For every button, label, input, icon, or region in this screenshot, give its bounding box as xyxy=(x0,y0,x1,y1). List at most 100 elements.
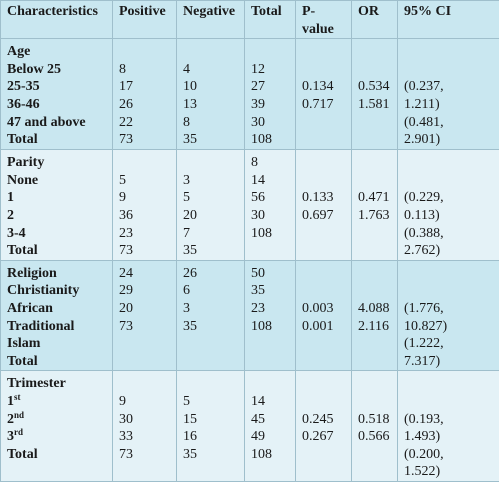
or-cell: 0.534 1.581 xyxy=(352,39,398,150)
header-p-value-line1: P- xyxy=(302,3,346,21)
header-p-value-line2: value xyxy=(302,21,346,39)
positive-cell: 24 29 20 73 xyxy=(113,260,177,371)
row-label: Total xyxy=(7,353,107,371)
group-row-trimester: Trimester 1st 2nd 3rd Total 9 30 33 73 5… xyxy=(1,371,499,482)
total-value: 50 xyxy=(251,265,290,283)
ci-cell: (0.229, 0.113) (0.388, 2.762) xyxy=(398,150,499,261)
negative-value: 35 xyxy=(183,446,239,464)
row-label: Total xyxy=(7,446,107,464)
total-cell: 12 27 39 30 108 xyxy=(245,39,296,150)
ci-value: 1.493) xyxy=(404,428,494,446)
group-row-parity: Parity None 1 2 3-4 Total 5 9 36 23 73 3… xyxy=(1,150,499,261)
row-label-number: 2 xyxy=(7,412,14,427)
ci-value: 7.317) xyxy=(404,353,494,371)
positive-value: 73 xyxy=(119,242,171,260)
p-value: 0.134 xyxy=(302,78,346,96)
total-value: 39 xyxy=(251,96,290,114)
ci-cell: (0.237, 1.211) (0.481, 2.901) xyxy=(398,39,499,150)
group-row-age: Age Below 25 25-35 36-46 47 and above To… xyxy=(1,39,499,150)
negative-value: 20 xyxy=(183,207,239,225)
row-label-number: 1 xyxy=(7,394,14,409)
negative-cell: 5 15 16 35 xyxy=(177,371,245,482)
ci-value: 10.827) xyxy=(404,318,494,336)
p-value-cell: 0.134 0.717 xyxy=(296,39,352,150)
group-title: Parity xyxy=(7,154,107,172)
row-label-number: 3 xyxy=(7,429,14,444)
negative-value: 7 xyxy=(183,225,239,243)
ci-value: (0.200, xyxy=(404,446,494,464)
positive-cell: 9 30 33 73 xyxy=(113,371,177,482)
or-value: 1.763 xyxy=(358,207,392,225)
row-label: 3rd xyxy=(7,428,107,446)
ci-value: (0.237, xyxy=(404,78,494,96)
p-value: 0.003 xyxy=(302,300,346,318)
ci-cell: (0.193, 1.493) (0.200, 1.522) xyxy=(398,371,499,482)
group-title: Trimester xyxy=(7,375,107,393)
ci-cell: (1.776, 10.827) (1.222, 7.317) xyxy=(398,260,499,371)
characteristics-cell: Trimester 1st 2nd 3rd Total xyxy=(1,371,113,482)
p-value: 0.001 xyxy=(302,318,346,336)
positive-value: 5 xyxy=(119,172,171,190)
positive-value: 73 xyxy=(119,131,171,149)
ci-value: (0.229, xyxy=(404,189,494,207)
row-label: 2 xyxy=(7,207,107,225)
total-value: 49 xyxy=(251,428,290,446)
header-ci: 95% CI xyxy=(398,1,499,39)
ci-value: (0.481, xyxy=(404,114,494,132)
or-cell: 4.088 2.116 xyxy=(352,260,398,371)
negative-value: 13 xyxy=(183,96,239,114)
negative-cell: 26 6 3 35 xyxy=(177,260,245,371)
total-cell: 8 14 56 30 108 xyxy=(245,150,296,261)
total-value: 8 xyxy=(251,154,290,172)
total-value: 14 xyxy=(251,393,290,411)
positive-value: 73 xyxy=(119,446,171,464)
positive-cell: 5 9 36 23 73 xyxy=(113,150,177,261)
or-value: 0.471 xyxy=(358,189,392,207)
total-value: 108 xyxy=(251,131,290,149)
or-cell: 0.518 0.566 xyxy=(352,371,398,482)
row-label: Below 25 xyxy=(7,61,107,79)
positive-value: 36 xyxy=(119,207,171,225)
characteristics-cell: Age Below 25 25-35 36-46 47 and above To… xyxy=(1,39,113,150)
group-title: Religion xyxy=(7,265,107,283)
header-or: OR xyxy=(352,1,398,39)
row-label: 47 and above xyxy=(7,114,107,132)
total-value: 108 xyxy=(251,318,290,336)
row-label: Islam xyxy=(7,335,107,353)
positive-value: 9 xyxy=(119,393,171,411)
row-label: None xyxy=(7,172,107,190)
p-value: 0.267 xyxy=(302,428,346,446)
or-value: 1.581 xyxy=(358,96,392,114)
p-value-cell: 0.133 0.697 xyxy=(296,150,352,261)
or-value: 0.518 xyxy=(358,411,392,429)
ci-value: 2.762) xyxy=(404,242,494,260)
ci-value: 0.113) xyxy=(404,207,494,225)
total-value: 14 xyxy=(251,172,290,190)
row-label: African xyxy=(7,300,107,318)
ci-value: (1.776, xyxy=(404,300,494,318)
negative-cell: 4 10 13 8 35 xyxy=(177,39,245,150)
total-value: 30 xyxy=(251,207,290,225)
header-negative: Negative xyxy=(177,1,245,39)
row-label: 25-35 xyxy=(7,78,107,96)
p-value: 0.245 xyxy=(302,411,346,429)
or-value: 0.566 xyxy=(358,428,392,446)
positive-value: 20 xyxy=(119,300,171,318)
p-value: 0.133 xyxy=(302,189,346,207)
or-value: 4.088 xyxy=(358,300,392,318)
row-label-ordinal: nd xyxy=(14,410,24,420)
positive-value: 24 xyxy=(119,265,171,283)
group-title: Age xyxy=(7,43,107,61)
total-value: 56 xyxy=(251,189,290,207)
total-value: 23 xyxy=(251,300,290,318)
negative-value: 6 xyxy=(183,282,239,300)
negative-value: 16 xyxy=(183,428,239,446)
negative-value: 3 xyxy=(183,300,239,318)
row-label: 2nd xyxy=(7,411,107,429)
negative-value: 26 xyxy=(183,265,239,283)
row-label-ordinal: rd xyxy=(14,427,23,437)
total-value: 45 xyxy=(251,411,290,429)
positive-value: 9 xyxy=(119,189,171,207)
positive-value: 73 xyxy=(119,318,171,336)
